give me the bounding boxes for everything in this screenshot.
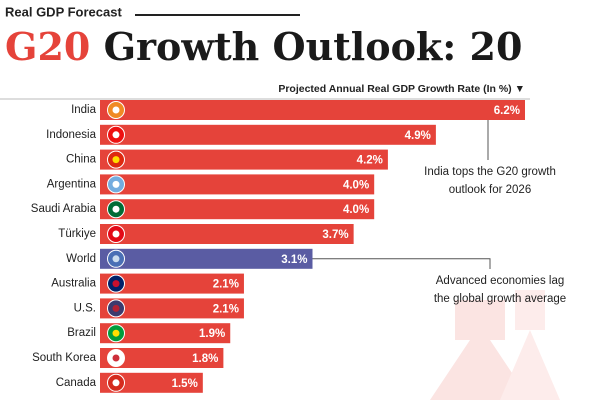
flag-detail bbox=[112, 329, 120, 337]
bar bbox=[100, 298, 244, 319]
flag-detail bbox=[112, 255, 120, 263]
annotation: outlook for 2026 bbox=[449, 184, 531, 196]
bar bbox=[100, 273, 244, 294]
value-label: 4.9% bbox=[405, 130, 431, 142]
background-arrow bbox=[430, 300, 530, 400]
supertitle: Real GDP Forecast bbox=[5, 4, 122, 19]
bar bbox=[100, 348, 224, 368]
value-label: 3.7% bbox=[322, 229, 348, 241]
value-label: 2.1% bbox=[213, 303, 239, 315]
flag-detail bbox=[112, 354, 120, 362]
flag-detail bbox=[112, 379, 120, 387]
value-label: 4.2% bbox=[357, 155, 383, 167]
flag-detail bbox=[112, 180, 120, 188]
category-label: Argentina bbox=[47, 178, 97, 190]
category-label: China bbox=[66, 154, 97, 166]
title-highlight: G20 bbox=[5, 24, 90, 69]
flag-detail bbox=[112, 156, 120, 164]
annotation: Advanced economies lag bbox=[436, 275, 565, 287]
x-axis-label: Projected Annual Real GDP Growth Rate (I… bbox=[278, 83, 525, 95]
flag-detail bbox=[112, 131, 120, 139]
category-label: South Korea bbox=[32, 352, 97, 364]
category-label: Brazil bbox=[67, 327, 96, 339]
category-label: U.S. bbox=[74, 302, 96, 314]
value-label: 6.2% bbox=[494, 105, 520, 117]
bar bbox=[100, 224, 354, 244]
bar bbox=[100, 174, 375, 195]
annotation: the global growth average bbox=[434, 293, 566, 305]
annotation-connector bbox=[312, 258, 491, 269]
bar bbox=[100, 372, 203, 393]
bar bbox=[100, 323, 231, 344]
category-label: Saudi Arabia bbox=[31, 203, 97, 215]
category-label: India bbox=[71, 104, 97, 116]
category-label: Türkiye bbox=[58, 228, 96, 240]
flag-detail bbox=[112, 280, 120, 288]
bar bbox=[100, 199, 375, 220]
flag-detail bbox=[112, 205, 120, 213]
chart-title: G20 Growth Outlook: 20 bbox=[5, 24, 522, 69]
background-arrow bbox=[500, 290, 560, 400]
value-label: 2.1% bbox=[213, 279, 239, 291]
value-label: 3.1% bbox=[281, 254, 307, 266]
bar bbox=[100, 248, 313, 269]
flag-detail bbox=[112, 106, 120, 114]
bar bbox=[100, 124, 436, 145]
flag-detail bbox=[112, 230, 120, 238]
value-label: 4.0% bbox=[343, 204, 369, 216]
category-label: Indonesia bbox=[46, 129, 96, 141]
bar bbox=[100, 149, 388, 170]
category-label: World bbox=[66, 253, 96, 265]
value-label: 4.0% bbox=[343, 179, 369, 191]
title-text: Growth Outlook: 20 bbox=[104, 24, 523, 69]
value-label: 1.9% bbox=[199, 328, 225, 340]
value-label: 1.8% bbox=[192, 353, 218, 365]
category-label: Australia bbox=[51, 278, 96, 290]
value-label: 1.5% bbox=[172, 378, 198, 390]
flag-detail bbox=[112, 304, 120, 312]
bar bbox=[100, 100, 525, 120]
annotation: India tops the G20 growth bbox=[424, 166, 556, 178]
category-label: Canada bbox=[56, 377, 97, 389]
